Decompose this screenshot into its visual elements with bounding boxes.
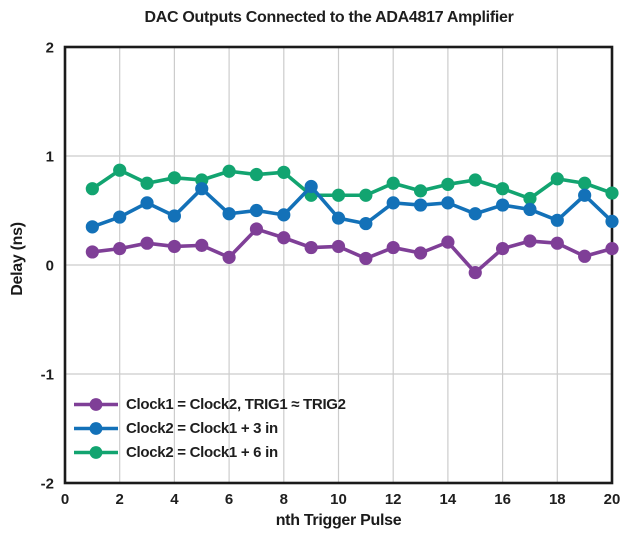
legend-marker-icon: [74, 422, 118, 435]
data-point-marker: [523, 202, 537, 217]
data-point-marker: [605, 186, 619, 200]
data-point-marker: [468, 173, 482, 187]
data-point-marker: [359, 216, 373, 231]
data-point-marker: [523, 234, 537, 248]
data-point-marker: [468, 207, 482, 221]
data-point-marker: [523, 191, 537, 206]
data-point-marker: [550, 236, 564, 250]
x-tick-label: 2: [116, 491, 124, 508]
data-point-marker: [249, 222, 264, 236]
data-point-marker: [441, 196, 455, 210]
legend-label: Clock1 = Clock2, TRIG1 ≈ TRIG2: [126, 396, 346, 413]
data-point-marker: [167, 209, 181, 223]
legend-item-clock2-plus3: Clock2 = Clock1 + 3 in: [72, 419, 346, 438]
legend-marker-icon: [74, 398, 118, 411]
data-point-marker: [304, 240, 318, 255]
data-point-marker: [113, 210, 127, 224]
data-point-marker: [386, 196, 400, 210]
data-point-marker: [605, 214, 619, 228]
x-tick-label: 20: [604, 491, 621, 508]
data-point-marker: [222, 164, 236, 178]
legend-item-clock2-plus6: Clock2 = Clock1 + 6 in: [72, 443, 346, 462]
data-point-marker: [496, 242, 510, 256]
x-tick-label: 6: [225, 491, 233, 508]
data-point-marker: [496, 198, 510, 212]
data-point-marker: [468, 266, 482, 280]
data-point-marker: [167, 171, 181, 185]
data-point-marker: [413, 184, 428, 198]
legend-marker-icon: [74, 446, 118, 459]
x-tick-label: 14: [440, 491, 457, 508]
data-point-marker: [85, 182, 99, 196]
data-point-marker: [167, 239, 181, 254]
chart-legend: Clock1 = Clock2, TRIG1 ≈ TRIG2 Clock2 = …: [72, 395, 346, 462]
data-point-marker: [550, 213, 564, 227]
data-point-marker: [277, 208, 291, 222]
data-point-marker: [441, 177, 455, 191]
data-point-marker: [578, 176, 592, 190]
x-tick-label: 16: [494, 491, 511, 508]
data-point-marker: [195, 238, 209, 252]
data-point-marker: [140, 196, 154, 210]
y-tick-label: -1: [41, 367, 54, 384]
x-tick-label: 12: [385, 491, 402, 508]
legend-item-clock1-clock2: Clock1 = Clock2, TRIG1 ≈ TRIG2: [72, 395, 346, 414]
x-tick-label: 0: [61, 491, 69, 508]
data-point-marker: [304, 179, 318, 194]
data-point-marker: [386, 240, 400, 255]
data-point-marker: [331, 188, 346, 202]
data-point-marker: [413, 246, 428, 260]
data-point-marker: [195, 182, 209, 196]
data-point-marker: [277, 231, 291, 245]
y-tick-label: 2: [46, 40, 54, 57]
x-tick-label: 10: [330, 491, 347, 508]
y-tick-label: 0: [46, 258, 54, 275]
data-point-marker: [578, 249, 592, 263]
data-point-marker: [85, 220, 99, 234]
legend-label: Clock2 = Clock1 + 3 in: [126, 420, 278, 437]
data-point-marker: [496, 182, 510, 196]
data-point-marker: [140, 176, 154, 190]
data-point-marker: [222, 207, 236, 221]
data-point-marker: [85, 245, 99, 259]
x-axis-label: nth Trigger Pulse: [275, 512, 402, 529]
x-tick-label: 4: [170, 491, 179, 508]
data-point-marker: [140, 236, 154, 250]
y-tick-label: 1: [46, 149, 54, 166]
chart-title: DAC Outputs Connected to the ADA4817 Amp…: [144, 9, 514, 26]
plot-border: [63, 45, 614, 485]
data-point-marker: [359, 251, 373, 266]
data-point-marker: [441, 235, 455, 249]
data-point-marker: [331, 211, 346, 225]
data-point-marker: [249, 167, 264, 182]
data-point-marker: [550, 172, 564, 186]
data-point-marker: [249, 203, 264, 218]
data-point-marker: [578, 188, 592, 202]
y-tick-label: -2: [41, 476, 54, 493]
data-point-marker: [113, 163, 127, 177]
data-point-marker: [277, 165, 291, 179]
data-point-marker: [222, 250, 236, 264]
x-tick-label: 8: [280, 491, 288, 508]
data-point-marker: [386, 176, 400, 190]
data-point-marker: [413, 198, 428, 212]
data-point-marker: [331, 239, 346, 254]
x-tick-label: 18: [549, 491, 566, 508]
data-point-marker: [113, 242, 127, 256]
data-point-marker: [605, 242, 619, 256]
data-point-marker: [359, 188, 373, 202]
legend-label: Clock2 = Clock1 + 6 in: [126, 444, 278, 461]
